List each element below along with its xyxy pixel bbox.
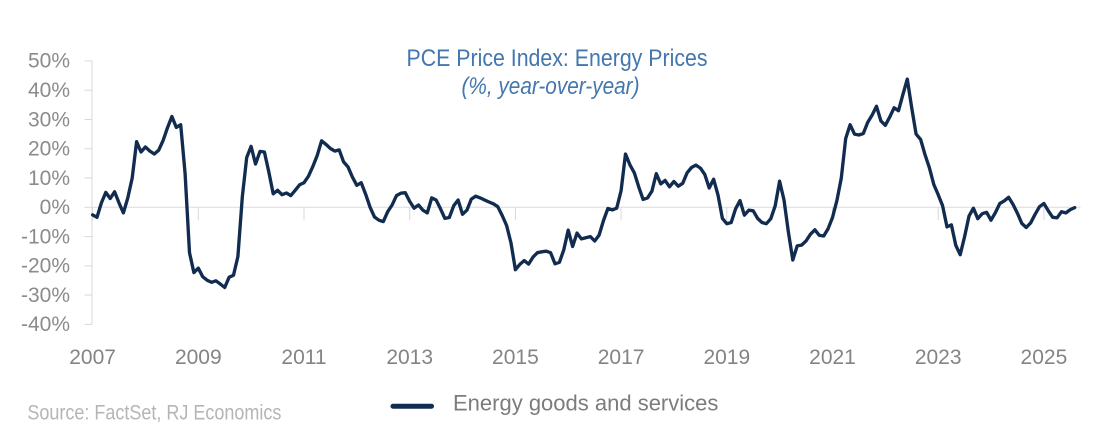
svg-text:-20%: -20% (21, 255, 70, 278)
svg-text:-30%: -30% (21, 284, 70, 307)
svg-text:2025: 2025 (1021, 346, 1068, 369)
svg-text:2021: 2021 (809, 346, 856, 369)
svg-text:-40%: -40% (21, 313, 70, 336)
svg-text:2017: 2017 (598, 346, 645, 369)
svg-text:Energy goods and services: Energy goods and services (453, 391, 718, 416)
svg-text:2007: 2007 (69, 346, 116, 369)
svg-text:2023: 2023 (915, 346, 962, 369)
svg-text:-10%: -10% (21, 225, 70, 248)
svg-text:30%: 30% (28, 108, 70, 131)
svg-text:PCE Price Index: Energy Prices: PCE Price Index: Energy Prices (407, 45, 708, 72)
svg-text:2013: 2013 (386, 346, 433, 369)
svg-text:2019: 2019 (703, 346, 750, 369)
svg-text:Source: FactSet, RJ Economics: Source: FactSet, RJ Economics (27, 402, 281, 425)
svg-text:(%, year-over-year): (%, year-over-year) (462, 73, 640, 100)
svg-text:2015: 2015 (492, 346, 539, 369)
svg-text:10%: 10% (28, 167, 70, 190)
svg-text:0%: 0% (40, 196, 70, 219)
svg-text:2011: 2011 (281, 346, 326, 369)
svg-text:40%: 40% (28, 79, 70, 102)
svg-text:20%: 20% (28, 138, 70, 161)
svg-text:2009: 2009 (175, 346, 222, 369)
svg-text:50%: 50% (28, 50, 70, 73)
